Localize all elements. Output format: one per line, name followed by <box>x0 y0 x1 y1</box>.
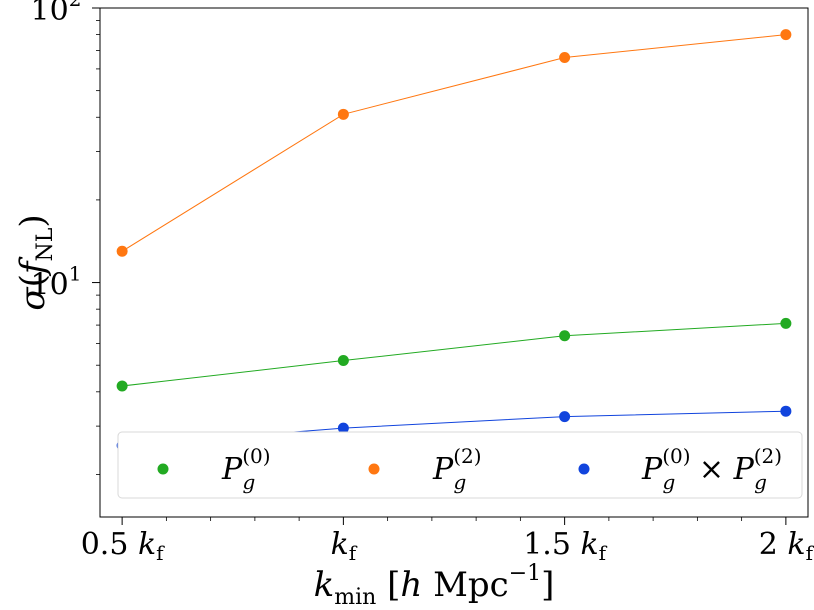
data-point <box>337 108 349 120</box>
data-point <box>337 422 349 434</box>
y-tick-label: 101 <box>31 262 82 303</box>
data-point <box>780 405 792 417</box>
series-line <box>121 34 786 252</box>
legend-box <box>117 431 803 499</box>
x-axis-title: kmin [h Mpc−1] <box>314 561 555 610</box>
data-point <box>559 411 571 423</box>
legend-label: P(0) g × P(2) g <box>641 444 782 494</box>
legend-marker <box>157 463 169 475</box>
x-tick-label: 0.5 kf <box>81 527 165 565</box>
data-point <box>559 52 571 64</box>
y-axis-title: σ(fNL) <box>13 214 58 310</box>
data-point <box>780 317 792 329</box>
data-point <box>337 355 349 367</box>
series-line <box>122 322 786 387</box>
data-point <box>780 29 792 41</box>
plot-frame <box>99 7 809 518</box>
legend-marker <box>578 463 590 475</box>
data-point <box>116 245 128 257</box>
data-point <box>559 330 571 342</box>
legend-marker <box>368 463 380 475</box>
legend-label: P(0) g <box>221 444 271 494</box>
x-tick-label: kf <box>331 527 358 565</box>
data-point <box>116 380 128 392</box>
x-tick-label: 2 kf <box>759 527 814 565</box>
y-tick-label: 102 <box>31 0 82 28</box>
x-tick-label: 1.5 kf <box>523 527 607 565</box>
legend-label: P(2) g <box>432 444 482 494</box>
